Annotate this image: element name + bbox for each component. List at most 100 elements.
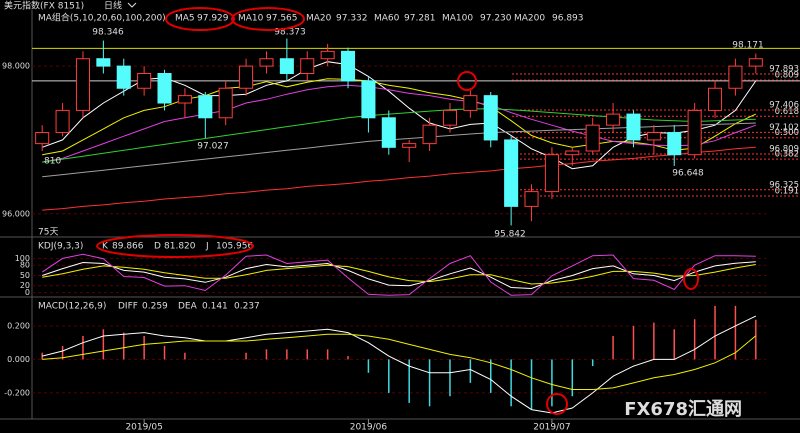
candle-body [667, 132, 682, 156]
series-line [41, 253, 756, 296]
legend-value: 97.230 [480, 14, 512, 24]
level-label: 96.809 [769, 145, 799, 155]
candle-body [259, 58, 274, 67]
x-tick-label: 2019/05 [125, 423, 162, 433]
candle-body [55, 109, 70, 134]
legend-name: MA200 [514, 14, 545, 24]
legend-value: 105.956 [216, 242, 253, 252]
series-line [42, 146, 756, 211]
legend-name: K [102, 242, 109, 252]
candle-body [75, 58, 90, 111]
series-line [42, 264, 756, 285]
candle-body [463, 95, 478, 111]
candle-body [341, 50, 356, 82]
candle-body [544, 154, 559, 193]
legend-value: 89.866 [112, 242, 144, 252]
candle-body [137, 72, 152, 89]
level-label: 0.618 [775, 107, 799, 117]
level-label: 0.382 [775, 150, 799, 160]
legend-value: 97.929 [197, 14, 229, 24]
candle-body [728, 65, 743, 89]
x-tick-label: 2019/06 [350, 423, 388, 433]
dropdown-icon [127, 2, 137, 8]
candle-body [687, 109, 702, 156]
period: 日线 [104, 0, 122, 12]
markup-annotations [96, 7, 699, 415]
panel-title: MA组合(5,10,20,60,100,200) [38, 12, 166, 24]
highlight-circle [683, 268, 699, 290]
candle-body [239, 65, 254, 89]
legend-name: D [154, 242, 161, 252]
candle-body [177, 95, 192, 104]
legend-value: 0.237 [234, 302, 260, 312]
legend-value: 96.893 [552, 14, 584, 24]
candle-body [35, 132, 50, 145]
candle-body [300, 58, 315, 74]
series-line [42, 261, 756, 290]
highlight-circle [457, 71, 477, 91]
legend-name: J [205, 242, 209, 252]
x-tick-label: 2019/07 [533, 423, 570, 433]
candle-body [606, 113, 621, 126]
candle-body [361, 80, 376, 119]
candle-body [116, 65, 131, 89]
highlight-ellipse [231, 7, 305, 31]
candle-body [320, 50, 335, 60]
candle-body [565, 150, 580, 156]
y-tick-label: 20 [20, 281, 30, 290]
candle-body [218, 87, 233, 119]
candle-body [402, 143, 417, 148]
candle-body [585, 124, 600, 152]
level-label: 97.893 [769, 65, 799, 75]
candle-body [198, 95, 213, 119]
annotation: 95.842 [494, 230, 526, 240]
watermark: FX678汇通网 [624, 399, 742, 420]
annotation: 98.373 [274, 28, 306, 38]
legend-value: 97.332 [336, 14, 368, 24]
candle-body [422, 124, 437, 145]
candle-body [483, 95, 498, 141]
legend-name: MA20 [306, 14, 332, 24]
legend-name: DEA [178, 302, 198, 312]
legend-name: DIFF [118, 302, 138, 312]
candle-body [96, 58, 111, 67]
legend-name: MA10 [238, 14, 264, 24]
candle-body [646, 132, 661, 141]
y-tick-label: 80 [20, 261, 30, 270]
y-tick-label: 98.000 [2, 62, 30, 71]
candle-body [381, 117, 396, 148]
series-line [42, 315, 757, 414]
annotation: 98.171 [732, 41, 764, 51]
legend-value: 81.820 [164, 242, 196, 252]
level-label: 0.500 [775, 128, 799, 138]
y-tick-label: 0.000 [7, 355, 30, 364]
highlight-ellipse [165, 7, 235, 31]
annotation: 97.027 [197, 142, 229, 152]
y-tick-label: -0.200 [4, 388, 30, 397]
y-tick-label: 100 [15, 254, 30, 263]
series-line [42, 84, 756, 163]
series-line [42, 78, 757, 156]
annotation: 810 [44, 157, 61, 167]
legend-value: 0.259 [142, 302, 168, 312]
level-label: 97.406 [769, 100, 799, 110]
legend-name: MA5 [175, 14, 195, 24]
y-tick-label: 0.200 [7, 321, 30, 330]
legend-name: MA60 [374, 14, 400, 24]
annotation: 98.346 [92, 28, 124, 38]
y-tick-label: 96.000 [2, 209, 30, 218]
highlight-ellipse [96, 234, 254, 258]
candle-body [524, 191, 539, 207]
candle-body [708, 87, 723, 111]
panel-title: MACD(12,26,9) [38, 302, 106, 312]
y-tick-label: 0 [25, 288, 30, 297]
candle-body [279, 58, 294, 74]
annotation: 96.648 [672, 169, 704, 179]
annotation: 75天 [38, 228, 58, 238]
legend-value: 0.141 [202, 302, 228, 312]
candle-body [626, 113, 641, 141]
candle-body [748, 58, 763, 67]
legend-name: MA100 [442, 14, 473, 24]
